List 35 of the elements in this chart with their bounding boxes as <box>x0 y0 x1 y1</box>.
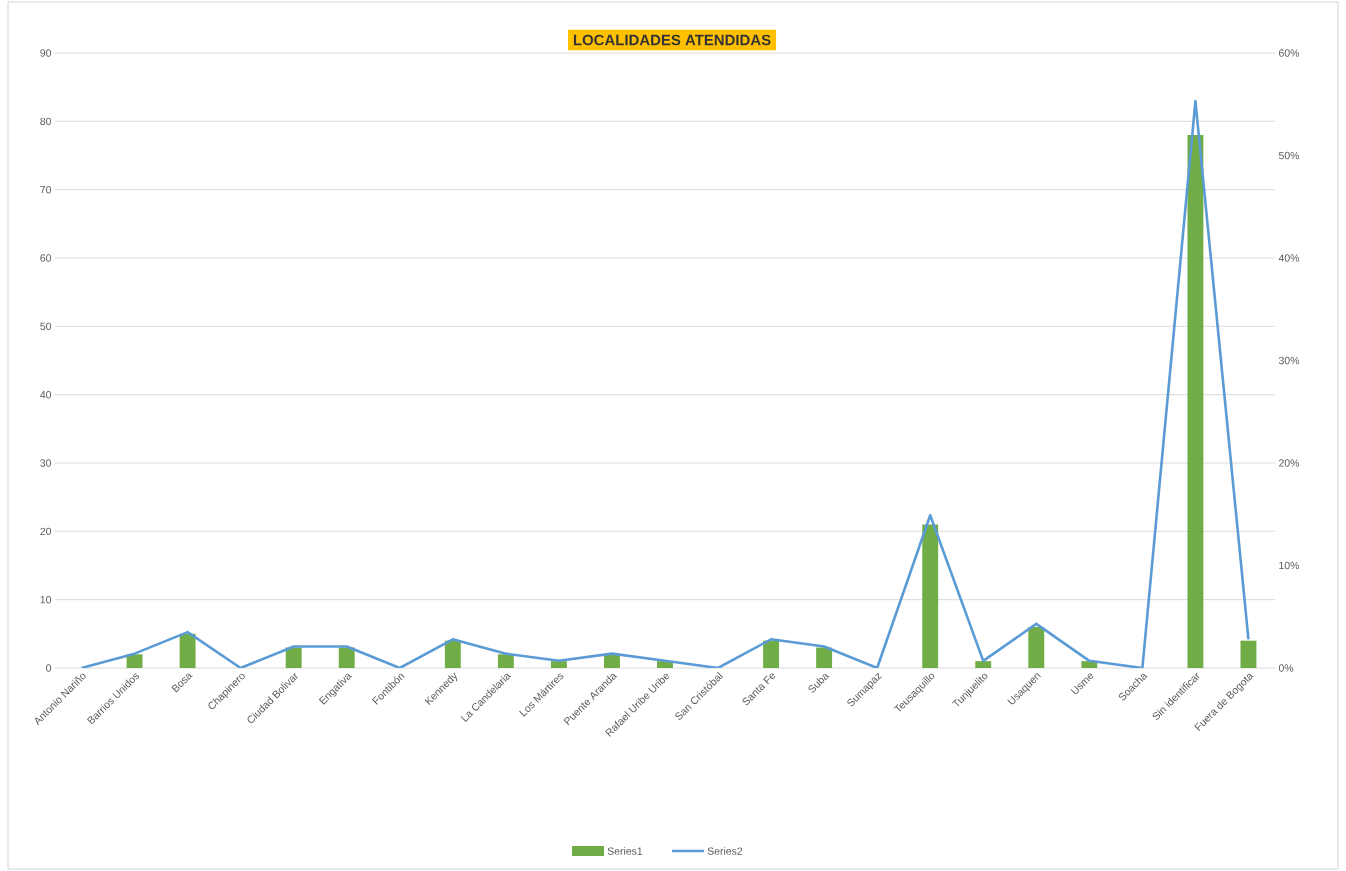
y-tick-label: 70 <box>40 185 52 194</box>
y2-tick-label: 40% <box>1278 254 1300 262</box>
y2-tick-label: 60% <box>1279 49 1300 57</box>
bar <box>763 640 780 668</box>
bar <box>338 647 355 668</box>
bar <box>1028 627 1045 668</box>
y2-tick-label: 30% <box>1278 356 1300 365</box>
y-tick-label: 10 <box>40 595 52 604</box>
y2-tick-label: 20% <box>1279 459 1300 467</box>
y-tick-label: 30 <box>40 459 52 467</box>
y-tick-label: 50 <box>40 322 52 331</box>
y-tick-label: 0 <box>46 664 52 672</box>
y-tick-label: 40 <box>40 390 52 399</box>
bar <box>285 647 302 668</box>
y2-tick-label: 50% <box>1278 151 1300 160</box>
legend-label: Series1 <box>607 847 643 855</box>
bar <box>1187 135 1204 668</box>
y-tick-label: 80 <box>40 117 52 126</box>
bar <box>126 654 143 668</box>
bar <box>444 640 461 668</box>
bar <box>179 633 196 668</box>
y2-tick-label: 0% <box>1278 664 1294 672</box>
bar <box>816 647 833 668</box>
y-tick-label: 20 <box>40 527 52 536</box>
y2-tick-label: 10% <box>1279 561 1300 570</box>
line-series <box>80 99 1250 668</box>
bar <box>975 661 992 668</box>
bar <box>1240 640 1257 668</box>
chart-title: LOCALIDADES ATENDIDAS <box>573 34 771 46</box>
bar <box>550 661 567 668</box>
bar <box>922 524 939 668</box>
legend-label: Series2 <box>707 847 743 855</box>
y-tick-label: 60 <box>40 254 52 262</box>
y-tick-label: 90 <box>40 49 52 57</box>
bar <box>497 654 514 668</box>
